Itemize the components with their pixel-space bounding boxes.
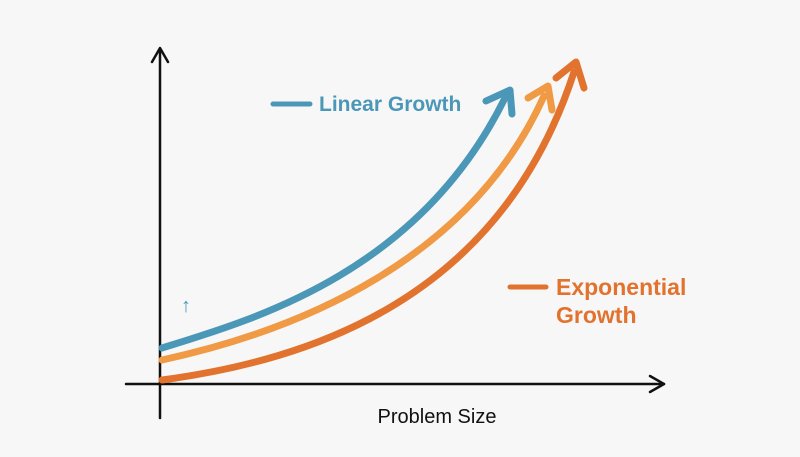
middle-growth-curve: [158, 92, 548, 364]
middle-growth-arrowhead-icon: [524, 82, 556, 114]
axes: [124, 46, 666, 420]
exponential-legend-label-line1: Exponential: [556, 274, 686, 300]
y-axis-marker-arrow-icon: ↑: [181, 295, 191, 317]
linear-growth-arrowhead-icon: [482, 86, 516, 118]
x-axis-arrow-icon: [648, 374, 666, 394]
exponential-growth-arrowhead-icon: [552, 58, 588, 92]
exponential-growth-curve: [158, 68, 578, 384]
linear-legend: Linear Growth: [270, 93, 461, 116]
curves: [158, 58, 588, 384]
linear-growth-curve: [158, 94, 509, 352]
linear-legend-label: Linear Growth: [319, 93, 461, 116]
exponential-legend: Exponential Growth: [507, 274, 686, 328]
y-axis-arrow-icon: [150, 46, 170, 64]
x-axis-label: Problem Size: [378, 406, 497, 428]
exponential-legend-label-line2: Growth: [556, 302, 637, 328]
